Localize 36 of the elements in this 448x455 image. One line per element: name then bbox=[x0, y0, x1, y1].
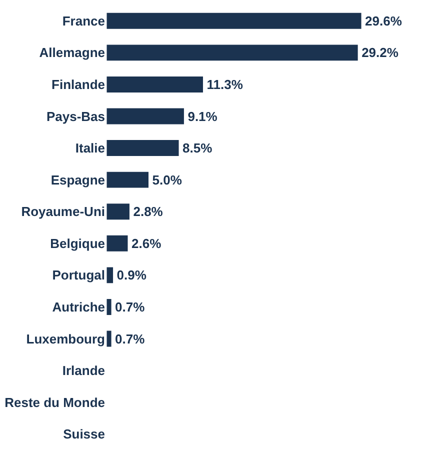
y-tick-label: Portugal bbox=[52, 268, 105, 283]
bar bbox=[106, 74, 204, 94]
y-tick-label: Irlande bbox=[62, 363, 105, 378]
bar bbox=[106, 297, 113, 316]
bar bbox=[106, 202, 131, 222]
data-label: 2.8% bbox=[133, 204, 164, 220]
data-label: 29.6% bbox=[365, 13, 402, 28]
y-tick-label: Italie bbox=[75, 140, 105, 156]
y-tick-label: Luxembourg bbox=[26, 331, 106, 346]
data-label: 5.0% bbox=[152, 172, 182, 188]
y-tick-label: Espagne bbox=[50, 172, 105, 188]
y-tick-label: Suisse bbox=[63, 426, 105, 442]
bar bbox=[106, 329, 113, 348]
data-label: 8.5% bbox=[182, 140, 213, 156]
y-tick-label: Royaume-Uni bbox=[21, 204, 105, 220]
data-label: 0.7% bbox=[115, 331, 146, 346]
y-tick-label: Reste du Monde bbox=[4, 394, 105, 410]
data-label: 0.9% bbox=[116, 268, 147, 283]
bar bbox=[106, 170, 150, 190]
data-label: 9.1% bbox=[188, 108, 218, 124]
data-label: 2.6% bbox=[131, 236, 162, 251]
data-label: 0.7% bbox=[115, 299, 146, 314]
bar bbox=[106, 11, 363, 30]
data-label: 29.2% bbox=[362, 45, 399, 60]
data-label: 11.3% bbox=[206, 76, 244, 92]
bar bbox=[106, 138, 180, 158]
y-tick-label: Autriche bbox=[52, 300, 105, 315]
y-tick-label: France bbox=[62, 13, 105, 28]
y-tick-label: Belgique bbox=[50, 236, 105, 251]
bar bbox=[106, 106, 186, 126]
y-tick-label: Finlande bbox=[52, 77, 105, 92]
bar bbox=[106, 43, 360, 62]
bar bbox=[106, 266, 115, 285]
bar bbox=[106, 234, 130, 253]
y-tick-label: Pays-Bas bbox=[46, 108, 105, 124]
y-tick-label: Allemagne bbox=[39, 45, 105, 60]
